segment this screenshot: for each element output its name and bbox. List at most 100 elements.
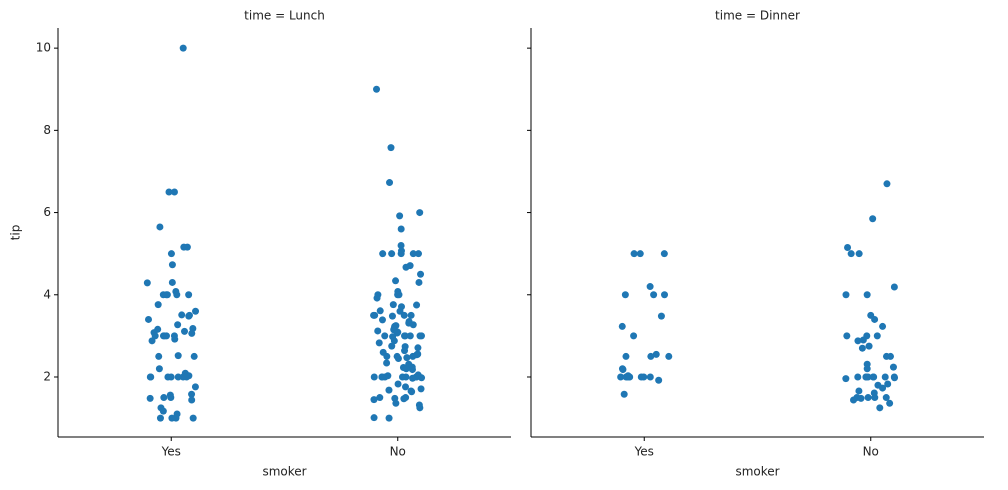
panel-title: time = Dinner xyxy=(715,9,800,23)
point xyxy=(394,291,402,299)
point xyxy=(652,350,660,358)
point xyxy=(388,312,396,320)
x-tick-label: No xyxy=(390,445,406,459)
point xyxy=(891,374,899,382)
point xyxy=(857,394,865,402)
point xyxy=(179,373,187,381)
point xyxy=(155,365,163,373)
point xyxy=(171,335,179,343)
point xyxy=(178,311,186,319)
point xyxy=(655,376,663,384)
point xyxy=(388,250,396,258)
point xyxy=(370,373,378,381)
x-tick-label: Yes xyxy=(634,445,654,459)
point xyxy=(159,407,167,415)
point xyxy=(191,383,199,391)
point xyxy=(379,250,387,258)
point xyxy=(636,250,644,258)
point xyxy=(890,283,898,291)
y-tick-label: 2 xyxy=(43,369,51,383)
point xyxy=(863,291,871,299)
y-tick-label: 4 xyxy=(43,287,51,301)
point xyxy=(170,188,178,196)
point xyxy=(865,342,873,350)
x-axis-label: smoker xyxy=(735,465,779,479)
point xyxy=(147,373,155,381)
point xyxy=(409,321,417,329)
point xyxy=(855,250,863,258)
point xyxy=(408,388,416,396)
point xyxy=(378,316,386,324)
point xyxy=(370,414,378,422)
point xyxy=(179,44,187,52)
point xyxy=(843,332,851,340)
point xyxy=(162,332,170,340)
point xyxy=(413,301,421,309)
point xyxy=(400,311,408,319)
point xyxy=(414,250,422,258)
point xyxy=(145,315,153,323)
point xyxy=(660,250,668,258)
point xyxy=(416,404,424,412)
point xyxy=(167,394,175,402)
point xyxy=(619,366,627,374)
point xyxy=(188,396,196,404)
point xyxy=(417,270,425,278)
point xyxy=(844,244,852,252)
point xyxy=(630,250,638,258)
point xyxy=(189,414,197,422)
point xyxy=(370,396,378,404)
point xyxy=(401,347,409,355)
point xyxy=(180,327,188,335)
point xyxy=(392,399,400,407)
point xyxy=(394,354,402,362)
point xyxy=(374,327,382,335)
point xyxy=(417,385,425,393)
point xyxy=(383,352,391,360)
point xyxy=(414,344,422,352)
point xyxy=(173,291,181,299)
point xyxy=(849,396,857,404)
point xyxy=(855,387,863,395)
y-tick-label: 8 xyxy=(43,123,51,137)
point xyxy=(871,315,879,323)
point xyxy=(858,344,866,352)
point xyxy=(163,291,171,299)
point xyxy=(387,144,395,152)
point xyxy=(622,352,630,360)
point xyxy=(392,277,400,285)
point xyxy=(864,394,872,402)
point xyxy=(854,373,862,381)
point xyxy=(884,380,892,388)
point xyxy=(164,373,172,381)
point xyxy=(400,332,408,340)
point xyxy=(407,311,415,319)
y-tick-label: 6 xyxy=(43,205,51,219)
point xyxy=(385,414,393,422)
point xyxy=(148,337,156,345)
point xyxy=(160,394,168,402)
point xyxy=(168,414,176,422)
point xyxy=(397,250,405,258)
point xyxy=(617,373,625,381)
y-tick-label: 10 xyxy=(36,41,51,55)
point xyxy=(174,352,182,360)
point xyxy=(167,250,175,258)
point xyxy=(882,394,890,402)
point xyxy=(168,278,176,286)
point xyxy=(657,312,665,320)
point xyxy=(646,373,654,381)
point xyxy=(376,394,384,402)
point xyxy=(378,373,386,381)
x-tick-label: Yes xyxy=(161,445,181,459)
point xyxy=(883,180,891,188)
point xyxy=(381,332,389,340)
x-tick-label: No xyxy=(863,445,879,459)
point xyxy=(854,337,862,345)
point xyxy=(154,301,162,309)
point xyxy=(180,243,188,251)
point xyxy=(881,373,889,381)
point xyxy=(385,386,393,394)
point xyxy=(190,352,198,360)
